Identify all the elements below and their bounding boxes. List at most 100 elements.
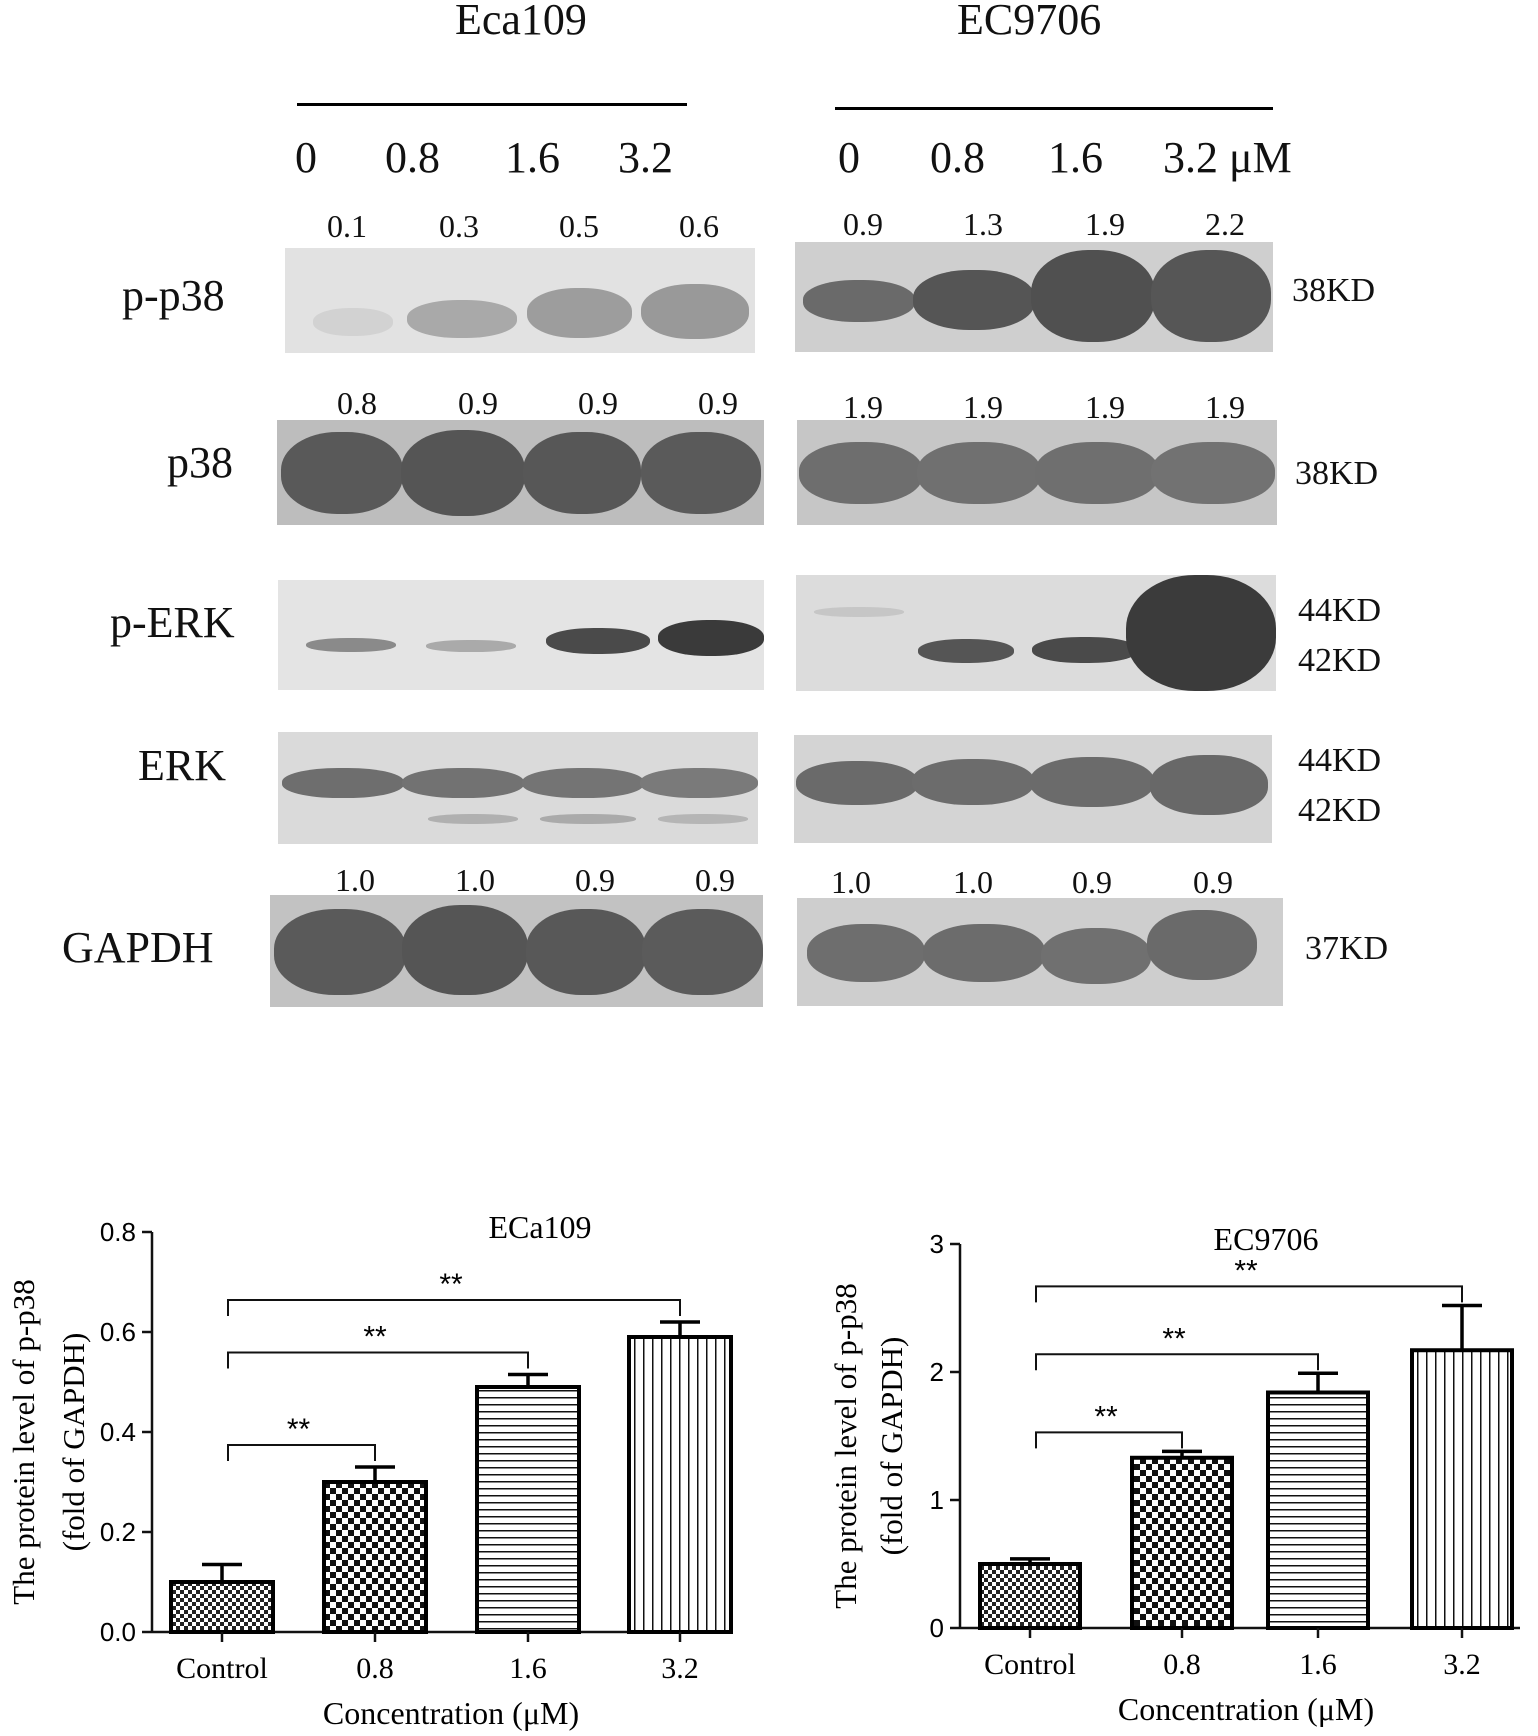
quant-value: 1.3 <box>963 206 1003 242</box>
significance-bracket <box>227 1444 376 1461</box>
bar-chart-2: EC9706 0 1 2 3 The protein level of p-p38 (fol… <box>828 1221 1520 1727</box>
significance-label: ** <box>1094 1400 1118 1433</box>
quant-value: 0.9 <box>698 385 738 421</box>
bar-charts: ECa109 0.0 0.2 0.4 0.6 0.8 The protein level o… <box>6 1209 1520 1731</box>
quant-value: 0.6 <box>679 208 719 244</box>
y-tick-label: 3 <box>930 1229 944 1259</box>
y-axis-label: The protein level of p-p38 <box>828 1283 863 1608</box>
y-tick-label: 0.6 <box>100 1317 136 1347</box>
bar-chart-1: ECa109 0.0 0.2 0.4 0.6 0.8 The protein level o… <box>6 1209 733 1731</box>
conc-label: 1.6 <box>1048 133 1103 182</box>
kd-marker: 42KD <box>1298 642 1382 679</box>
significance-bracket <box>227 1351 529 1369</box>
x-axis-label: Concentration (μM) <box>1118 1691 1374 1727</box>
blot-p-erk-eca109 <box>278 580 764 690</box>
quant-value: 0.9 <box>1193 864 1233 900</box>
bar <box>169 1580 275 1634</box>
conc-label: 0.8 <box>385 133 440 182</box>
significance-label: ** <box>1234 1254 1258 1287</box>
y-tick-label: 0.0 <box>100 1617 136 1647</box>
blot-erk-eca109 <box>278 732 758 844</box>
bar <box>322 1480 428 1634</box>
bar <box>1410 1348 1514 1631</box>
quant-value: 1.0 <box>455 862 495 898</box>
significance-bracket <box>1035 1285 1463 1303</box>
bar <box>627 1335 733 1634</box>
quant-value: 0.3 <box>439 208 479 244</box>
kd-marker: 44KD <box>1298 592 1382 629</box>
x-axis-label: Concentration (μM) <box>323 1695 579 1731</box>
x-tick-label: 0.8 <box>356 1652 394 1685</box>
conc-label: 3.2 <box>618 133 673 182</box>
quant-value: 0.1 <box>327 208 367 244</box>
x-tick-label: 0.8 <box>1163 1648 1201 1681</box>
quant-value: 1.0 <box>953 864 993 900</box>
conc-label: 3.2 μM <box>1163 133 1292 182</box>
ec9706-divider-line <box>835 107 1273 110</box>
significance-bracket <box>227 1299 681 1316</box>
quant-value: 1.9 <box>1085 206 1125 242</box>
conc-label: 1.6 <box>505 133 560 182</box>
blot-p38-ec9706 <box>797 420 1277 525</box>
quant-value: 2.2 <box>1205 206 1245 242</box>
x-tick-label: 1.6 <box>509 1652 547 1685</box>
blot-p38-eca109 <box>277 420 764 525</box>
chart-title: ECa109 <box>488 1209 591 1245</box>
y-axis-label: (fold of GAPDH) <box>56 1333 91 1552</box>
blot-gapdh-eca109 <box>270 895 763 1007</box>
row-label-p38: p38 <box>167 438 233 487</box>
blot-p-p38-ec9706 <box>795 242 1273 352</box>
quant-value: 1.9 <box>843 389 883 425</box>
significance-label: ** <box>439 1268 463 1301</box>
x-tick-label: Control <box>984 1648 1076 1681</box>
kd-marker: 37KD <box>1305 930 1389 967</box>
y-tick-label: 0.8 <box>100 1217 136 1247</box>
significance-label: ** <box>1162 1322 1186 1355</box>
y-tick-label: 2 <box>930 1357 944 1387</box>
quant-value: 0.9 <box>695 862 735 898</box>
quant-value: 1.0 <box>335 862 375 898</box>
kd-marker: 42KD <box>1298 792 1382 829</box>
blot-gapdh-ec9706 <box>797 898 1283 1006</box>
significance-bracket <box>1035 1353 1319 1371</box>
bar <box>1266 1390 1370 1630</box>
bar <box>978 1562 1082 1630</box>
kd-marker: 44KD <box>1298 742 1382 779</box>
y-axis-label: (fold of GAPDH) <box>874 1337 909 1556</box>
blot-erk-ec9706 <box>794 735 1272 843</box>
row-label-gapdh: GAPDH <box>62 923 214 972</box>
cell-line-title-ec9706: EC9706 <box>957 0 1102 44</box>
quant-value: 0.9 <box>575 862 615 898</box>
x-tick-label: 3.2 <box>661 1652 699 1685</box>
significance-label: ** <box>287 1413 311 1446</box>
blot-p-p38-eca109 <box>285 248 755 353</box>
quant-value: 1.0 <box>831 864 871 900</box>
quant-value: 1.9 <box>1085 389 1125 425</box>
y-tick-label: 0.4 <box>100 1417 136 1447</box>
conc-label: 0 <box>295 133 317 182</box>
row-label-erk: ERK <box>138 741 226 790</box>
conc-label: 0.8 <box>930 133 985 182</box>
eca109-divider-line <box>297 103 687 106</box>
quant-value: 0.5 <box>559 208 599 244</box>
x-tick-label: 1.6 <box>1299 1648 1337 1681</box>
quant-value: 0.9 <box>1072 864 1112 900</box>
row-label-p-p38: p-p38 <box>122 271 225 320</box>
conc-label: 0 <box>838 133 860 182</box>
chart-title: EC9706 <box>1214 1221 1319 1257</box>
quant-value: 1.9 <box>1205 389 1245 425</box>
quant-value: 0.9 <box>578 385 618 421</box>
x-tick-label: 3.2 <box>1443 1648 1481 1681</box>
x-tick-label: Control <box>176 1652 268 1685</box>
quant-value: 0.8 <box>337 385 377 421</box>
quant-value: 1.9 <box>963 389 1003 425</box>
y-tick-label: 0.2 <box>100 1517 136 1547</box>
cell-line-title-eca109: Eca109 <box>455 0 587 44</box>
kd-marker: 38KD <box>1295 455 1379 492</box>
significance-label: ** <box>363 1321 387 1354</box>
blot-p-erk-ec9706 <box>796 575 1276 691</box>
bar <box>1130 1455 1234 1631</box>
y-axis-label: The protein level of p-p38 <box>6 1279 41 1604</box>
y-tick-label: 1 <box>930 1485 944 1515</box>
bar <box>475 1385 581 1634</box>
